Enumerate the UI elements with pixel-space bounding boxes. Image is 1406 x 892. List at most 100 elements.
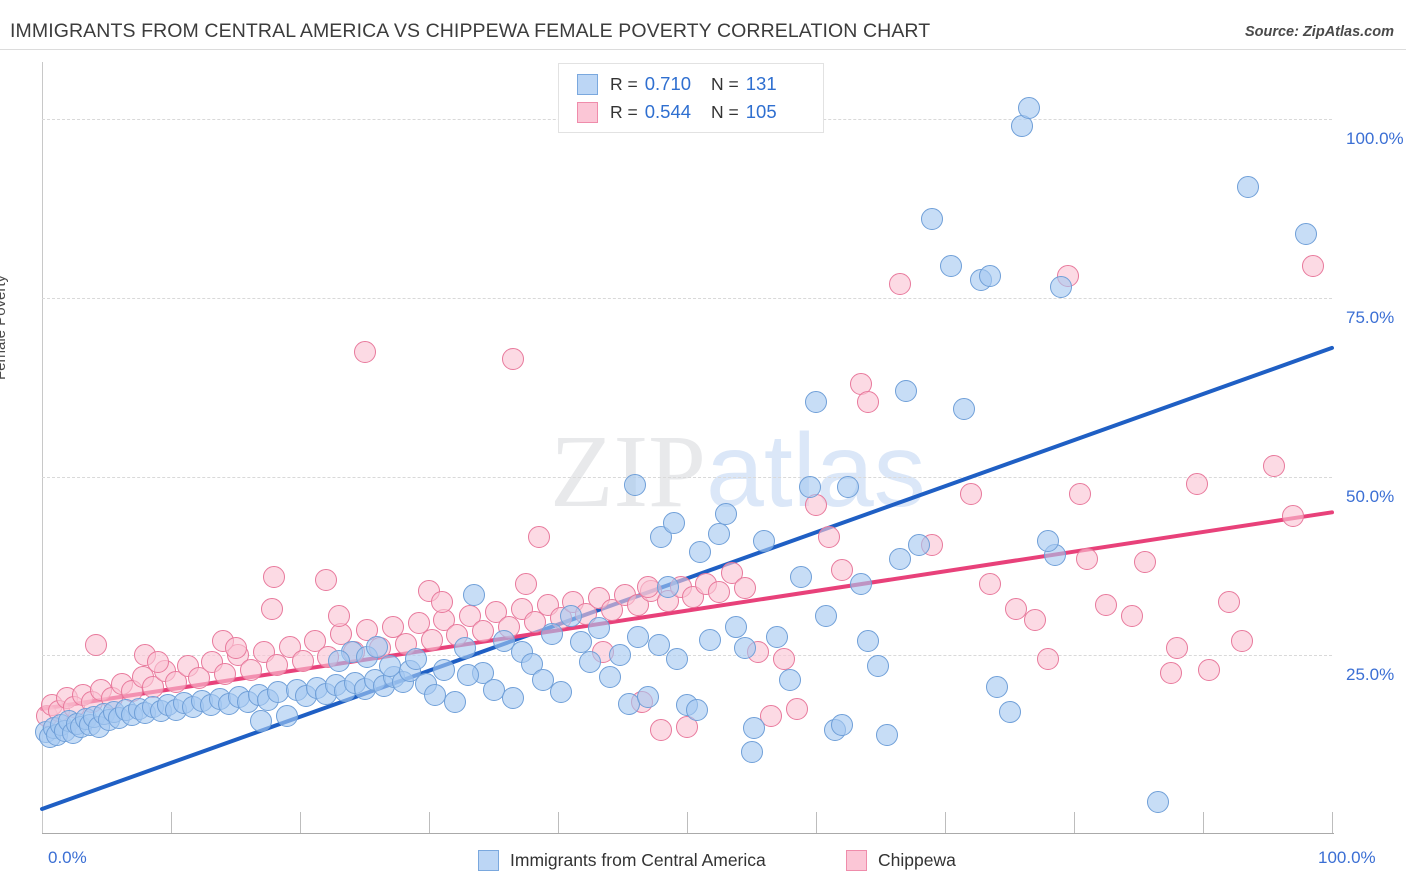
scatter-point xyxy=(588,617,611,640)
stats-swatch-pink xyxy=(577,101,598,123)
scatter-point xyxy=(708,522,731,545)
scatter-point xyxy=(789,565,812,588)
stats-n-label-blue: N = xyxy=(711,73,739,94)
scatter-point xyxy=(598,665,621,688)
scatter-point xyxy=(472,619,495,642)
stats-swatch-blue xyxy=(577,73,598,95)
stats-n-value-pink: 105 xyxy=(745,101,777,122)
scatter-point xyxy=(908,533,931,556)
x-axis-line xyxy=(42,833,1334,834)
scatter-point xyxy=(433,658,456,681)
scatter-point xyxy=(895,379,918,402)
scatter-point xyxy=(1121,604,1144,627)
scatter-point xyxy=(665,647,688,670)
scatter-point xyxy=(1075,547,1098,570)
scatter-point xyxy=(663,512,686,535)
scatter-point xyxy=(250,710,273,733)
y-tick-label-25-0: 25.0% xyxy=(1346,665,1395,685)
scatter-point xyxy=(559,604,582,627)
gridline-50-0 xyxy=(42,476,1332,478)
scatter-point xyxy=(1166,637,1189,660)
scatter-point xyxy=(979,572,1002,595)
scatter-point xyxy=(276,705,299,728)
scatter-point xyxy=(1185,472,1208,495)
scatter-point xyxy=(830,558,853,581)
scatter-point xyxy=(570,631,593,654)
y-tick-label-75-0: 75.0% xyxy=(1346,307,1395,327)
scatter-point xyxy=(759,705,782,728)
scatter-point xyxy=(420,628,443,651)
scatter-point xyxy=(624,474,647,497)
scatter-point xyxy=(214,662,237,685)
scatter-point xyxy=(353,340,376,363)
x-axis-tick xyxy=(687,812,688,833)
scatter-point xyxy=(456,663,479,686)
y-axis-title: Female Poverty xyxy=(0,274,9,380)
stats-r-label-blue: R = xyxy=(610,73,638,94)
plot-area: ZIPatlas xyxy=(34,62,1334,834)
scatter-point xyxy=(147,651,170,674)
scatter-point xyxy=(888,272,911,295)
scatter-point xyxy=(608,644,631,667)
scatter-point xyxy=(734,577,757,600)
scatter-point xyxy=(260,597,283,620)
header-divider xyxy=(0,49,1406,50)
scatter-point xyxy=(830,714,853,737)
scatter-point xyxy=(708,581,731,604)
scatter-point xyxy=(1004,597,1027,620)
scatter-point xyxy=(188,667,211,690)
x-axis-tick xyxy=(1074,812,1075,833)
scatter-point xyxy=(1050,276,1073,299)
gridline-75-0 xyxy=(42,297,1332,299)
scatter-point xyxy=(405,647,428,670)
scatter-point xyxy=(381,615,404,638)
scatter-point xyxy=(753,529,776,552)
scatter-point xyxy=(549,681,572,704)
x-tick-label-min: 0.0% xyxy=(48,848,87,867)
scatter-point xyxy=(656,576,679,599)
legend-swatch-pink xyxy=(846,850,867,871)
page-title: IMMIGRANTS FROM CENTRAL AMERICA VS CHIPP… xyxy=(10,20,931,42)
scatter-point xyxy=(850,572,873,595)
scatter-point xyxy=(1037,529,1060,552)
scatter-point xyxy=(463,583,486,606)
scatter-point xyxy=(443,691,466,714)
scatter-point xyxy=(492,630,515,652)
scatter-point xyxy=(772,647,795,670)
scatter-point xyxy=(998,701,1021,724)
scatter-point xyxy=(725,615,748,638)
x-axis-tick xyxy=(558,812,559,833)
legend-item-chippewa[interactable]: Chippewa xyxy=(846,850,956,871)
scatter-point xyxy=(817,526,840,549)
scatter-point xyxy=(686,698,709,721)
scatter-point xyxy=(265,654,288,677)
scatter-point xyxy=(224,637,247,660)
stats-r-value-pink: 0.544 xyxy=(644,101,692,122)
scatter-point xyxy=(805,390,827,413)
scatter-point xyxy=(85,633,108,656)
scatter-point xyxy=(1217,590,1240,613)
scatter-point xyxy=(714,502,737,525)
scatter-point xyxy=(1024,608,1047,631)
scatter-point xyxy=(1069,483,1092,506)
scatter-point xyxy=(1230,630,1253,652)
y-tick-label-100-0: 100.0% xyxy=(1346,129,1404,149)
x-axis-tick xyxy=(171,812,172,833)
source-label: Source: ZipAtlas.com xyxy=(1244,24,1394,40)
stats-r-label-pink: R = xyxy=(610,101,638,122)
scatter-point xyxy=(291,650,314,672)
scatter-point xyxy=(959,483,982,506)
stats-n-value-blue: 131 xyxy=(745,73,777,94)
stats-r-value-blue: 0.710 xyxy=(644,73,692,94)
legend-item-immigrants[interactable]: Immigrants from Central America xyxy=(478,850,766,871)
scatter-point xyxy=(327,650,350,672)
scatter-point xyxy=(263,565,286,588)
y-tick-label-50-0: 50.0% xyxy=(1346,486,1395,506)
scatter-point xyxy=(699,628,722,651)
scatter-point xyxy=(740,740,763,763)
scatter-point xyxy=(540,622,563,645)
scatter-point xyxy=(921,208,944,231)
scatter-point xyxy=(856,630,879,652)
scatter-point xyxy=(785,697,808,720)
scatter-point xyxy=(815,604,838,627)
